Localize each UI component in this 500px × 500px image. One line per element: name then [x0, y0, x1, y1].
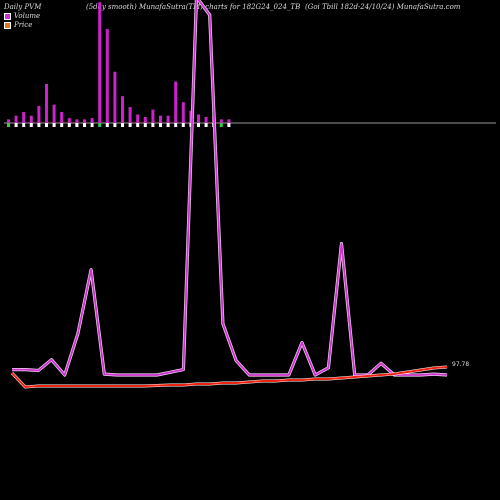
- volume-bar-tick: [22, 123, 26, 127]
- chart-label-left: Daily PVM: [4, 3, 42, 11]
- volume-bar-tick: [14, 123, 18, 127]
- volume-bar: [227, 119, 231, 123]
- volume-bar-tick: [60, 123, 64, 127]
- volume-bar-tick: [121, 123, 124, 127]
- volume-bar: [14, 115, 18, 123]
- volume-bar: [52, 104, 56, 123]
- volume-bar: [128, 107, 132, 123]
- volume-bar-tick: [105, 123, 109, 127]
- volume-bar: [75, 119, 79, 123]
- volume-bar-tick: [219, 123, 223, 127]
- volume-line: [12, 0, 448, 376]
- volume-bar: [219, 119, 223, 123]
- volume-bar: [105, 29, 109, 124]
- last-price-label: 97.78: [452, 361, 469, 368]
- legend-volume-swatch: [4, 12, 11, 20]
- volume-bar: [45, 83, 48, 123]
- volume-bar-tick: [45, 123, 48, 127]
- volume-bar-tick: [174, 123, 178, 127]
- volume-bar-tick: [181, 123, 185, 127]
- volume-bar-tick: [136, 123, 140, 127]
- volume-bar-tick: [143, 123, 147, 127]
- volume-bar-tick: [83, 123, 86, 127]
- volume-bar: [22, 112, 26, 123]
- volume-bar: [90, 118, 94, 123]
- legend-price-label: Price: [14, 21, 33, 29]
- volume-bar-tick: [197, 123, 200, 127]
- chart-label-right: (Goi Tbill 182d-24/10/24) MunafaSutra.co…: [305, 3, 461, 11]
- price-line: [11, 366, 448, 388]
- volume-bar-tick: [204, 123, 208, 127]
- legend-price-swatch: [4, 21, 11, 29]
- volume-bar: [151, 109, 155, 123]
- volume-bar: [136, 114, 140, 123]
- volume-bar: [166, 115, 170, 123]
- volume-bar-tick: [227, 123, 231, 127]
- volume-bar-tick: [98, 123, 102, 127]
- volume-bar: [29, 115, 33, 123]
- volume-bar-tick: [7, 123, 10, 127]
- volume-bar-tick: [90, 123, 94, 127]
- volume-bar: [67, 118, 71, 123]
- volume-bar-tick: [52, 123, 56, 127]
- volume-bar-tick: [67, 123, 71, 127]
- volume-bar: [83, 119, 86, 123]
- volume-bar-tick: [29, 123, 33, 127]
- volume-bar: [197, 114, 200, 123]
- chart-title: (5day smooth) MunafaSutra(TM) charts for…: [86, 3, 301, 11]
- volume-bar-tick: [113, 123, 117, 127]
- volume-bar: [60, 112, 64, 123]
- legend-volume-label: Volume: [14, 12, 41, 20]
- volume-line-outline: [12, 0, 448, 377]
- volume-bar: [143, 116, 147, 123]
- volume-bar: [37, 105, 41, 123]
- volume-bar-tick: [166, 123, 170, 127]
- volume-bar: [7, 119, 10, 123]
- volume-bar: [113, 71, 117, 123]
- volume-bar-tick: [159, 123, 162, 127]
- volume-bar: [204, 116, 208, 123]
- volume-bar: [181, 102, 185, 123]
- volume-bar: [159, 115, 162, 123]
- volume-bar-tick: [75, 123, 79, 127]
- legend-volume: Volume: [4, 12, 40, 20]
- volume-bar: [98, 2, 102, 123]
- volume-bar-tick: [128, 123, 132, 127]
- volume-bar-tick: [151, 123, 155, 127]
- legend-price: Price: [4, 21, 32, 29]
- volume-bar: [174, 81, 178, 123]
- volume-bar: [121, 96, 124, 123]
- volume-bar-tick: [37, 123, 41, 127]
